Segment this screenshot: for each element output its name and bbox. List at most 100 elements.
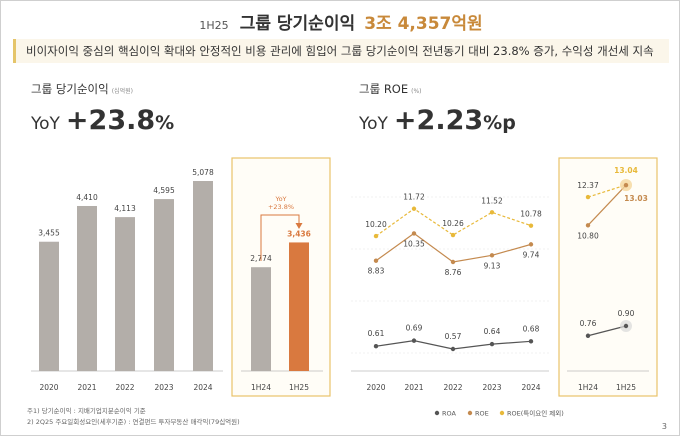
point-roa-1H25 bbox=[623, 323, 629, 329]
line-highlight-box bbox=[558, 157, 658, 397]
series-line-roe-excl bbox=[375, 208, 532, 237]
point-roe-excl-2024 bbox=[528, 223, 534, 228]
footnote-2: 2) 2Q25 주요일회성요인(세후기준) : 연결펀드 투자부동산 매각익(7… bbox=[27, 418, 240, 426]
point-roe-excl-2021 bbox=[411, 206, 417, 211]
bar-highlight-box bbox=[231, 157, 331, 397]
bar-1H25 bbox=[289, 242, 309, 371]
point-label-roe-excl-2020: 10.20 bbox=[365, 220, 387, 229]
point-roe-2020 bbox=[373, 258, 379, 263]
point-label-roe-excl-2022: 10.26 bbox=[442, 219, 464, 228]
point-label-roe-1H24: 10.80 bbox=[577, 231, 599, 240]
subtitle-text: 비이자이익 중심의 핵심이익 확대와 안정적인 비용 관리에 힘입어 그룹 당기… bbox=[26, 44, 654, 58]
net-income-unit: (십억원) bbox=[111, 88, 133, 95]
point-roe-excl-2023 bbox=[489, 210, 495, 215]
point-roa-1H24 bbox=[585, 333, 591, 338]
point-roa-2022 bbox=[450, 346, 456, 352]
line-tick-label-2024: 2024 bbox=[521, 383, 540, 392]
legend-label-0: ROA bbox=[442, 410, 457, 418]
point-label-roa-2020: 0.61 bbox=[368, 329, 385, 338]
point-roa-2021 bbox=[411, 338, 417, 343]
net-income-label: 그룹 당기순이익 (십억원) bbox=[31, 81, 133, 97]
bar-value-label-2022: 4,113 bbox=[114, 204, 136, 213]
roe-yoy-suffix: %p bbox=[483, 112, 516, 134]
point-roe-excl-1H24 bbox=[585, 194, 591, 200]
bar-value-label-2024: 5,078 bbox=[192, 168, 214, 177]
bar-2023 bbox=[154, 199, 174, 371]
yoy-annotation-line1: YoY bbox=[274, 195, 286, 203]
point-label-roe-2020: 8.83 bbox=[368, 267, 385, 276]
page-number: 3 bbox=[661, 422, 667, 431]
bar-value-label-2021: 4,410 bbox=[76, 193, 98, 202]
series-line-roe bbox=[375, 232, 532, 263]
point-roe-2024 bbox=[528, 242, 534, 247]
bar-tick-label-2023: 2023 bbox=[154, 383, 173, 392]
point-label-roe-excl-1H25: 13.04 bbox=[614, 166, 638, 175]
point-label-roa-1H25: 0.90 bbox=[618, 309, 635, 318]
legend-marker-0 bbox=[434, 410, 440, 416]
series-line-roe-half bbox=[587, 184, 627, 226]
point-roe-2022 bbox=[450, 259, 456, 265]
roe-label: 그룹 ROE (%) bbox=[359, 81, 422, 97]
point-label-roa-2022: 0.57 bbox=[445, 332, 462, 341]
bar-value-label-2020: 3,455 bbox=[38, 229, 60, 238]
bar-tick-label-2021: 2021 bbox=[77, 383, 96, 392]
bar-value-label-2023: 4,595 bbox=[153, 186, 175, 195]
yoy-arrow-head bbox=[295, 223, 303, 229]
line-tick-label-2021: 2021 bbox=[404, 383, 423, 392]
legend-label-2: ROE(특이요인 제외) bbox=[507, 409, 564, 418]
point-label-roe-excl-2021: 11.72 bbox=[403, 193, 425, 202]
title-highlight: 3조 4,357억원 bbox=[364, 14, 483, 34]
point-label-roa-2023: 0.64 bbox=[484, 327, 501, 336]
point-label-roa-2024: 0.68 bbox=[523, 324, 540, 333]
roe-yoy: YoY +2.23%p bbox=[359, 105, 516, 136]
point-label-roe-2023: 9.13 bbox=[484, 261, 501, 270]
series-line-roe-excl-half bbox=[587, 184, 627, 198]
point-label-roe-excl-1H24: 12.37 bbox=[577, 181, 599, 190]
net-income-label-text: 그룹 당기순이익 bbox=[31, 82, 109, 96]
point-label-roa-2021: 0.69 bbox=[406, 324, 423, 333]
subtitle-bar: 비이자이익 중심의 핵심이익 확대와 안정적인 비용 관리에 힘입어 그룹 당기… bbox=[13, 39, 669, 63]
roe-yoy-value: +2.23 bbox=[393, 105, 484, 136]
legend-marker-1 bbox=[467, 410, 473, 416]
legend-marker-2 bbox=[499, 410, 505, 416]
net-income-yoy-prefix: YoY bbox=[31, 114, 60, 134]
bar-tick-label-2022: 2022 bbox=[115, 383, 134, 392]
bar-1H24 bbox=[251, 267, 271, 371]
slide-title: 1H25 그룹 당기순이익 3조 4,357억원 bbox=[1, 9, 680, 34]
point-label-roe-2021: 10.35 bbox=[403, 239, 425, 248]
line-tick-label-2023: 2023 bbox=[482, 383, 501, 392]
yoy-annotation-line2: +23.8% bbox=[268, 203, 294, 211]
net-income-yoy-suffix: % bbox=[155, 112, 175, 134]
series-line-roa-half bbox=[587, 325, 627, 337]
bar-2024 bbox=[193, 181, 213, 371]
roe-yoy-prefix: YoY bbox=[359, 114, 388, 134]
legend-label-1: ROE bbox=[475, 410, 489, 418]
bar-tick-label-2020: 2020 bbox=[39, 383, 58, 392]
line-tick-label-2020: 2020 bbox=[366, 383, 385, 392]
point-roa-2020 bbox=[373, 344, 379, 349]
footnote-1: 주1) 당기순이익 : 지배기업지분순이익 기준 bbox=[27, 407, 146, 415]
net-income-yoy: YoY +23.8% bbox=[31, 105, 174, 136]
bar-tick-label-1H24: 1H24 bbox=[251, 383, 271, 392]
line-tick-label-1H24: 1H24 bbox=[578, 383, 598, 392]
point-roa-2024 bbox=[528, 339, 534, 344]
point-label-roe-2022: 8.76 bbox=[445, 268, 462, 277]
point-roe-excl-2020 bbox=[373, 233, 379, 239]
bar-2020 bbox=[39, 241, 59, 371]
point-roe-2021 bbox=[411, 231, 417, 236]
point-roa-2023 bbox=[489, 341, 495, 347]
point-roe-2023 bbox=[489, 253, 495, 258]
title-text: 그룹 당기순이익 bbox=[239, 14, 356, 34]
bar-2021 bbox=[77, 205, 97, 371]
point-roe-excl-2022 bbox=[450, 232, 456, 238]
point-label-roe-excl-2023: 11.52 bbox=[481, 196, 503, 205]
bar-2022 bbox=[115, 217, 135, 371]
roe-label-text: 그룹 ROE bbox=[359, 82, 409, 96]
yoy-arrow-line bbox=[260, 214, 300, 261]
line-tick-label-2022: 2022 bbox=[443, 383, 462, 392]
point-label-roe-1H25: 13.03 bbox=[624, 194, 648, 203]
bar-value-label-1H25: 3,436 bbox=[287, 229, 311, 238]
net-income-yoy-value: +23.8 bbox=[65, 105, 156, 136]
